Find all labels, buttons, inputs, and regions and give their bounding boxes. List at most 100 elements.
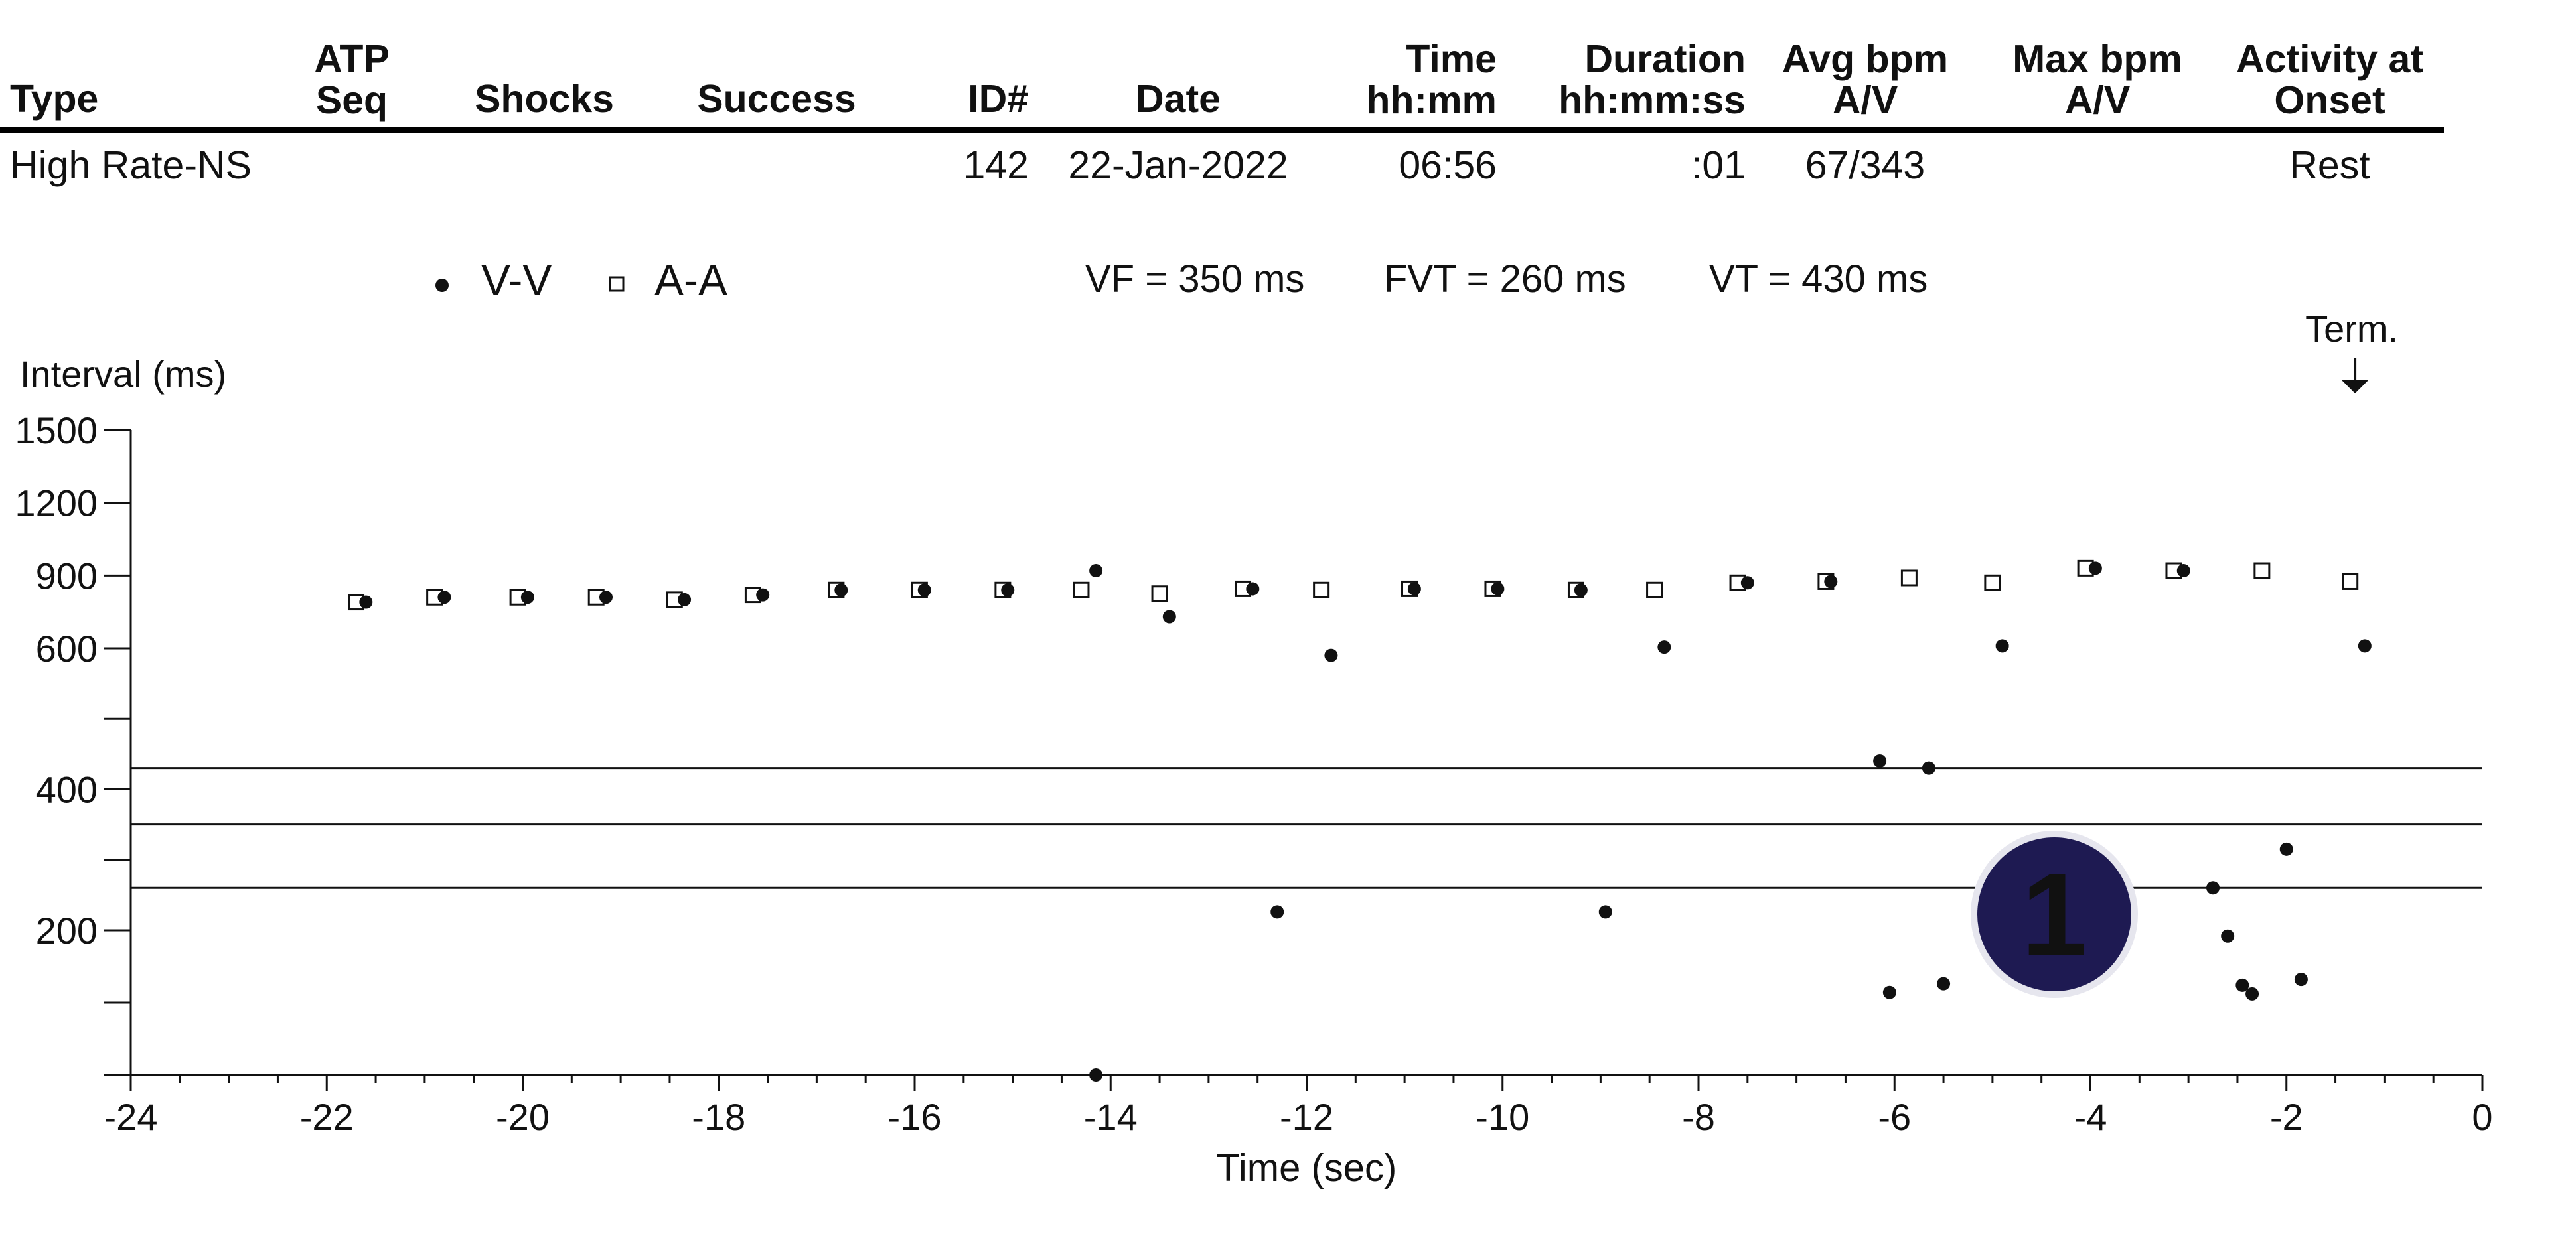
step-badge: 1 bbox=[1971, 831, 2138, 998]
termination-marker: Term. bbox=[2305, 308, 2398, 393]
header-line: Onset bbox=[2274, 78, 2386, 122]
v-v-point bbox=[599, 591, 613, 604]
v-v-point bbox=[1824, 575, 1838, 589]
zone-lines bbox=[131, 767, 2482, 889]
zone-label: FVT = 260 ms bbox=[1384, 257, 1626, 301]
header-line: Success bbox=[697, 77, 856, 121]
header-line: Max bpm bbox=[2012, 37, 2182, 81]
cell-activity: Rest bbox=[2289, 143, 2370, 187]
a-a-point bbox=[1151, 585, 1168, 602]
x-tick-label: -4 bbox=[2074, 1096, 2107, 1138]
header-line: A/V bbox=[1832, 78, 1898, 122]
x-tick-label: -2 bbox=[2270, 1096, 2303, 1138]
cell-avg-bpm: 67/343 bbox=[1805, 143, 1926, 187]
x-tick-label: -8 bbox=[1682, 1096, 1715, 1138]
header-line: hh:mm bbox=[1366, 78, 1497, 122]
x-tick-label: -18 bbox=[692, 1096, 745, 1138]
column-header-type: Type bbox=[10, 78, 302, 119]
v-v-point bbox=[756, 588, 770, 602]
column-header-atp-seq: ATP Seq bbox=[299, 38, 405, 121]
y-axis-label: Interval (ms) bbox=[20, 353, 226, 395]
a-a-point bbox=[1646, 581, 1663, 598]
y-tick-label: 900 bbox=[36, 555, 98, 596]
x-tick-label: -10 bbox=[1476, 1096, 1529, 1138]
header-line: Time bbox=[1406, 37, 1497, 81]
cell-id: 142 bbox=[963, 143, 1029, 187]
v-v-point bbox=[917, 583, 931, 597]
v-v-point bbox=[1657, 640, 1671, 654]
header-rule bbox=[0, 127, 2444, 133]
a-a-point bbox=[2253, 562, 2271, 579]
header-line: Date bbox=[1136, 77, 1221, 121]
series-v-v bbox=[359, 561, 2372, 1082]
v-v-point bbox=[1937, 977, 1951, 991]
column-header-shocks: Shocks bbox=[445, 78, 644, 119]
header-line: Type bbox=[10, 77, 99, 121]
header-line: ATP bbox=[314, 37, 390, 81]
cell-duration: :01 bbox=[1691, 143, 1746, 187]
header-line: Avg bpm bbox=[1781, 37, 1949, 81]
column-header-max-bpm: Max bpm A/V bbox=[1991, 38, 2204, 121]
zone-label: VT = 430 ms bbox=[1709, 257, 1928, 301]
term-label: Term. bbox=[2305, 308, 2398, 350]
v-v-point bbox=[2206, 881, 2220, 895]
badge-number: 1 bbox=[2022, 849, 2087, 981]
column-header-date: Date bbox=[1049, 78, 1308, 119]
zone-label: VF = 350 ms bbox=[1085, 257, 1304, 301]
column-header-id: ID# bbox=[909, 78, 1029, 119]
v-v-point bbox=[1574, 583, 1588, 597]
v-v-point bbox=[2221, 929, 2235, 943]
legend-marker-v-v bbox=[435, 279, 449, 292]
x-tick-label: -6 bbox=[1878, 1096, 1911, 1138]
v-v-point bbox=[520, 591, 534, 604]
header-line: Duration bbox=[1584, 37, 1746, 81]
cell-time: 06:56 bbox=[1399, 143, 1497, 187]
cell-type: High Rate-NS bbox=[10, 143, 252, 187]
plot-legend: V-V A-A VF = 350 ms FVT = 260 ms VT = 430 ms bbox=[435, 255, 1928, 305]
v-v-point bbox=[1995, 639, 2009, 653]
episode-summary-table: Type ATP Seq Shocks Success ID# Date Time hh:mm D… bbox=[0, 0, 2576, 199]
v-v-point bbox=[2235, 978, 2249, 992]
v-v-point bbox=[1089, 564, 1103, 578]
y-tick-label: 400 bbox=[36, 769, 98, 811]
a-a-point bbox=[1073, 581, 1090, 598]
v-v-point bbox=[1270, 905, 1284, 919]
column-header-activity: Activity at Onset bbox=[2217, 38, 2443, 121]
header-line: Shocks bbox=[475, 77, 614, 121]
v-v-point bbox=[359, 595, 373, 609]
v-v-point bbox=[1162, 610, 1176, 624]
column-header-success: Success bbox=[677, 78, 876, 119]
v-v-point bbox=[1598, 905, 1612, 919]
a-a-point bbox=[1900, 569, 1918, 587]
x-tick-label: -20 bbox=[496, 1096, 550, 1138]
v-v-point bbox=[2279, 842, 2293, 856]
v-v-point bbox=[1407, 582, 1421, 596]
term-arrow-head bbox=[2342, 380, 2369, 393]
v-v-point bbox=[2176, 564, 2190, 578]
y-tick-label: 1500 bbox=[15, 409, 98, 451]
a-a-point bbox=[2342, 573, 2359, 590]
v-v-point bbox=[1882, 985, 1896, 999]
v-v-point bbox=[1001, 583, 1015, 597]
x-axis-label: Time (sec) bbox=[1217, 1147, 1397, 1190]
y-tick-label: 600 bbox=[36, 628, 98, 669]
v-v-point bbox=[437, 591, 451, 604]
header-line: Seq bbox=[315, 78, 388, 122]
legend-label-a-a: A-A bbox=[654, 255, 727, 305]
x-tick-label: -16 bbox=[888, 1096, 942, 1138]
header-line: Activity at bbox=[2236, 37, 2423, 81]
v-v-point bbox=[678, 593, 692, 606]
column-header-time: Time hh:mm bbox=[1334, 38, 1497, 121]
x-tick-label: -14 bbox=[1084, 1096, 1138, 1138]
badge-disc bbox=[1977, 837, 2131, 991]
v-v-point bbox=[2088, 561, 2102, 575]
column-header-avg-bpm: Avg bpm A/V bbox=[1759, 38, 1971, 121]
a-a-point bbox=[1313, 581, 1330, 598]
v-v-point bbox=[2358, 639, 2372, 653]
series-a-a bbox=[348, 559, 2359, 611]
v-v-point bbox=[1740, 576, 1754, 590]
a-a-point bbox=[1984, 574, 2001, 591]
x-tick-label: 0 bbox=[2472, 1096, 2492, 1138]
y-tick-label: 200 bbox=[36, 910, 98, 951]
